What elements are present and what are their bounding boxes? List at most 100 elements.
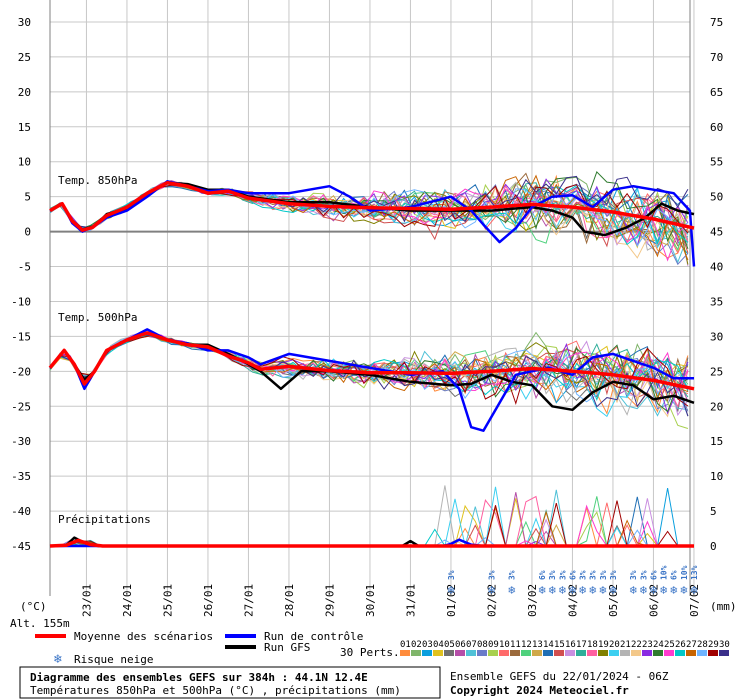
snowflake-icon: ❄ [670, 583, 677, 597]
member-swatch [686, 650, 696, 656]
x-tick-label: 23/01 [80, 584, 93, 617]
snow-risk-row: 3%❄3%❄3%❄6%❄3%❄3%❄6%❄3%❄3%❄3%❄3%❄3%❄3%❄6… [447, 565, 699, 597]
left-tick-label: 20 [18, 86, 31, 99]
left-tick-label: 0 [24, 226, 31, 239]
legend-members-label: 30 Perts. [340, 646, 400, 659]
precip-panel-label: Précipitations [58, 513, 151, 526]
legend-mean-label: Moyenne des scénarios [74, 630, 213, 643]
footer-run-info: Ensemble GEFS du 22/01/2024 - 06Z [450, 670, 669, 683]
left-tick-label: -30 [11, 435, 31, 448]
left-tick-label: -35 [11, 470, 31, 483]
member-swatch [653, 650, 663, 656]
snowflake-icon: ❄ [488, 583, 495, 597]
snowflake-icon: ❄ [579, 583, 586, 597]
right-tick-label: 20 [710, 400, 723, 413]
member-number: 03 [422, 640, 433, 650]
right-tick-label: 35 [710, 295, 723, 308]
snow-risk-marker: 3% ❄ [599, 570, 608, 597]
x-tick-label: 07/02 [688, 584, 701, 617]
member-number: 19 [598, 640, 609, 650]
snowflake-icon: ❄ [690, 583, 697, 597]
footer-subtitle: Températures 850hPa et 500hPa (°C) , pré… [30, 684, 401, 697]
series-line [49, 180, 696, 267]
member-swatch [532, 650, 542, 656]
member-swatch [400, 650, 410, 656]
member-swatch [598, 650, 608, 656]
snowflake-icon: ❄ [538, 583, 545, 597]
member-number: 22 [631, 640, 642, 650]
x-tick-label: 29/01 [323, 584, 336, 617]
right-tick-label: 0 [710, 540, 717, 553]
snow-risk-marker: 10% ❄ [660, 565, 669, 597]
legend-control-label: Run de contrôle [264, 630, 363, 643]
member-legend: 01 02 03 04 05 06 07 08 09 10 11 12 13 14 15 16 17 18 19 20… [400, 640, 730, 656]
left-tick-label: -15 [11, 330, 31, 343]
snow-risk-marker: 3% ❄ [629, 570, 638, 597]
member-number: 11 [510, 640, 521, 650]
main-series-lines [48, 180, 696, 548]
member-number: 09 [488, 640, 499, 650]
snowflake-icon: ❄ [680, 583, 687, 597]
snow-risk-value: 3% [487, 570, 496, 580]
member-swatch [477, 650, 487, 656]
member-swatch [521, 650, 531, 656]
member-number: 30 [719, 640, 730, 650]
snow-risk-marker: 3% ❄ [558, 570, 567, 597]
right-tick-label: 75 [710, 16, 723, 29]
member-number: 05 [444, 640, 455, 650]
series-line [49, 180, 695, 232]
member-swatch [543, 650, 553, 656]
snow-risk-value: 3% [558, 570, 567, 580]
snow-risk-marker: 3% ❄ [548, 570, 557, 597]
snow-risk-value: 3% [508, 570, 517, 580]
member-number: 21 [620, 640, 631, 650]
member-number: 02 [411, 640, 422, 650]
left-axis-unit: (°C) [20, 600, 47, 613]
member-number: 15 [554, 640, 565, 650]
member-number: 16 [565, 640, 576, 650]
member-number: 08 [477, 640, 488, 650]
x-tick-label: 25/01 [161, 584, 174, 617]
member-swatch [444, 650, 454, 656]
t850-panel-label: Temp. 850hPa [58, 174, 137, 187]
member-swatch [455, 650, 465, 656]
right-tick-label: 50 [710, 191, 723, 204]
snowflake-icon: ❄ [508, 583, 515, 597]
x-tick-label: 26/01 [202, 584, 215, 617]
left-tick-label: 25 [18, 51, 31, 64]
snow-risk-value: 3% [579, 570, 588, 580]
grid [49, 0, 695, 596]
member-number: 04 [433, 640, 444, 650]
x-tick-label: 02/02 [485, 584, 498, 617]
x-tick-label: 05/02 [607, 584, 620, 617]
snow-risk-marker: 3% ❄ [487, 570, 496, 597]
footer-box [19, 666, 441, 699]
snow-risk-marker: 6% ❄ [538, 570, 547, 597]
series-precip-line [49, 538, 694, 548]
x-tick-label: 01/02 [445, 584, 458, 617]
member-number: 10 [499, 640, 510, 650]
left-tick-label: -20 [11, 365, 31, 378]
snow-risk-marker: 6% ❄ [649, 570, 658, 597]
left-tick-label: -40 [11, 505, 31, 518]
member-swatch [488, 650, 498, 656]
member-number: 26 [675, 640, 686, 650]
snow-risk-marker: 6% ❄ [568, 570, 577, 597]
snow-risk-value: 6% [538, 570, 547, 580]
member-number: 18 [587, 640, 598, 650]
member-swatch [609, 650, 619, 656]
member-swatch [631, 650, 641, 656]
snow-risk-value: 6% [670, 570, 679, 580]
left-tick-label: -45 [11, 540, 31, 553]
snowflake-icon: ❄ [660, 583, 667, 597]
snow-risk-marker: 3% ❄ [508, 570, 517, 597]
snow-risk-value: 3% [639, 570, 648, 580]
member-number: 20 [609, 640, 620, 650]
snowflake-icon: ❄ [630, 583, 637, 597]
x-tick-label: 30/01 [364, 584, 377, 617]
snow-risk-marker: 10% ❄ [680, 565, 689, 597]
right-tick-label: 70 [710, 51, 723, 64]
snow-risk-value: 10% [680, 565, 689, 580]
snow-risk-value: 3% [629, 570, 638, 580]
altitude-label: Alt. 155m [10, 617, 70, 630]
